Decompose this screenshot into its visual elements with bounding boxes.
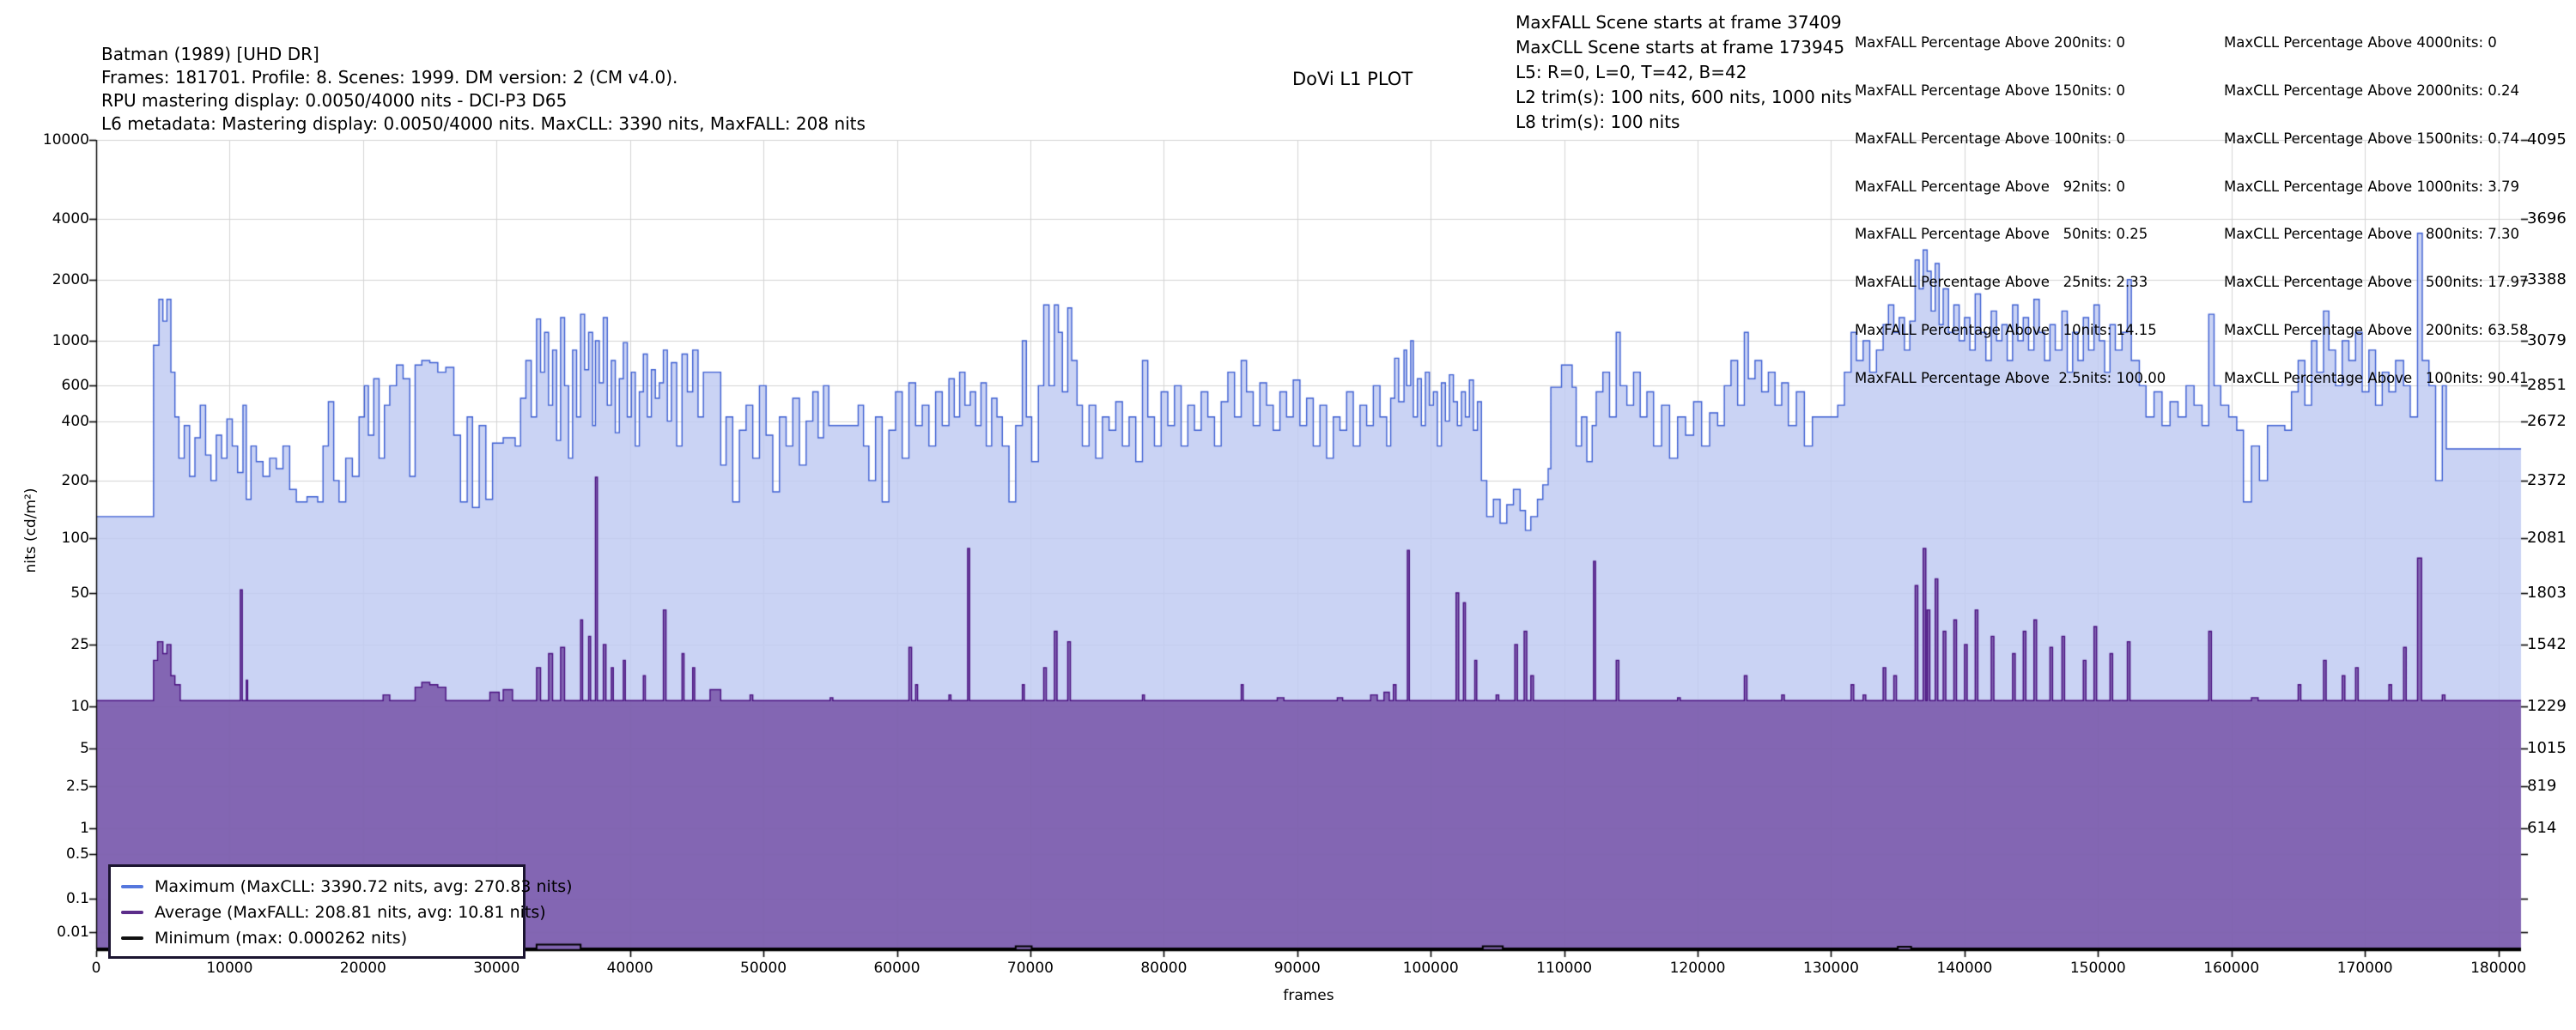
maxcll-scene-line: MaxCLL Scene starts at frame 173945 [1516,37,1845,58]
y-tick-label-right: 2672 [2527,411,2567,430]
stat-line: MaxCLL Percentage Above 2000nits: 0.24 [2224,82,2519,99]
stat-line: MaxCLL Percentage Above 1000nits: 3.79 [2224,178,2519,195]
stat-line: MaxFALL Percentage Above 2.5nits: 100.00 [1855,369,2166,386]
x-tick-label: 20000 [339,960,386,977]
legend-item-maximum: Maximum (MaxCLL: 3390.72 nits, avg: 270.… [121,874,573,900]
l5-offsets-line: L5: R=0, L=0, T=42, B=42 [1516,62,1747,82]
plot-title: DoVi L1 PLOT [1292,69,1413,89]
stat-line: MaxCLL Percentage Above 100nits: 90.41 [2224,369,2529,386]
y-tick-label-right: 3079 [2527,331,2567,350]
y-tick-label-right: 2372 [2527,470,2567,489]
y-tick-label-left: 100 [61,529,89,547]
average-line-swatch [121,911,143,914]
y-tick-label-left: 10 [70,698,89,716]
stat-line: MaxFALL Percentage Above 10nits: 14.15 [1855,321,2157,338]
y-tick-label-right: 1542 [2527,634,2567,653]
y-tick-label-left: 600 [61,377,89,395]
x-tick-label: 180000 [2470,960,2527,977]
x-tick-label: 50000 [740,960,787,977]
y-tick-label-left: 200 [61,471,89,489]
minimum-line-swatch [121,936,143,940]
x-tick-label: 110000 [1536,960,1593,977]
x-tick-label: 150000 [2069,960,2126,977]
x-tick-label: 40000 [606,960,653,977]
x-axis-title: frames [1283,987,1334,1004]
l2-trims-line: L2 trim(s): 100 nits, 600 nits, 1000 nit… [1516,87,1852,107]
y-tick-label-right: 1015 [2527,739,2567,758]
y-tick-label-left: 2.5 [65,777,89,795]
l8-trims-line: L8 trim(s): 100 nits [1516,112,1680,132]
stat-line: MaxFALL Percentage Above 100nits: 0 [1855,130,2125,147]
maxfall-percentages-block: MaxFALL Percentage Above 200nits: 0 MaxF… [1855,3,2166,418]
x-tick-label: 100000 [1402,960,1459,977]
y-tick-label-right: 3696 [2527,209,2567,227]
l6-metadata-line: L6 metadata: Mastering display: 0.0050/4… [101,113,866,134]
y-tick-label-right: 1229 [2527,697,2567,716]
x-tick-label: 90000 [1273,960,1321,977]
x-tick-label: 170000 [2336,960,2393,977]
y-tick-label-left: 2000 [52,270,89,288]
maxcll-percentages-block: MaxCLL Percentage Above 4000nits: 0 MaxC… [2224,3,2528,418]
y-tick-label-left: 0.1 [65,890,89,908]
maxfall-scene-line: MaxFALL Scene starts at frame 37409 [1516,12,1842,33]
y-tick-label-right: 3388 [2527,270,2567,288]
legend-label: Minimum (max: 0.000262 nits) [155,929,408,948]
movie-title: Batman (1989) [UHD DR] [101,44,319,64]
y-tick-label-left: 5 [80,740,89,758]
y-tick-label-left: 0.5 [65,845,89,863]
y-tick-label-left: 10000 [42,131,89,148]
y-tick-label-left: 1 [80,819,89,837]
y-tick-label-right: 614 [2527,818,2557,837]
y-tick-label-right: 2081 [2527,528,2567,547]
stat-line: MaxFALL Percentage Above 92nits: 0 [1855,178,2125,195]
stat-line: MaxFALL Percentage Above 50nits: 0.25 [1855,226,2148,243]
stat-line: MaxCLL Percentage Above 4000nits: 0 [2224,34,2497,52]
maximum-line-swatch [121,885,143,888]
rpu-summary-line: Frames: 181701. Profile: 8. Scenes: 1999… [101,67,678,88]
x-tick-label: 0 [91,960,101,977]
y-tick-label-left: 0.01 [57,923,89,941]
stat-line: MaxCLL Percentage Above 800nits: 7.30 [2224,226,2519,243]
x-tick-label: 120000 [1669,960,1726,977]
x-tick-label: 160000 [2203,960,2260,977]
x-tick-label: 70000 [1006,960,1054,977]
title-block: Batman (1989) [UHD DR] Frames: 181701. P… [101,43,866,136]
y-tick-label-left: 4000 [52,209,89,227]
stat-line: MaxFALL Percentage Above 150nits: 0 [1855,82,2125,99]
x-tick-label: 130000 [1803,960,1859,977]
y-tick-label-right: 819 [2527,776,2557,795]
stat-line: MaxCLL Percentage Above 200nits: 63.58 [2224,321,2529,338]
legend-label: Average (MaxFALL: 208.81 nits, avg: 10.8… [155,903,546,922]
y-tick-label-left: 50 [70,584,89,602]
stat-line: MaxCLL Percentage Above 500nits: 17.97 [2224,274,2529,291]
y-tick-label-right: 1803 [2527,583,2567,602]
mastering-display-line: RPU mastering display: 0.0050/4000 nits … [101,90,568,111]
y-tick-label-right: 4095 [2527,130,2567,148]
stat-line: MaxFALL Percentage Above 25nits: 2.33 [1855,274,2148,291]
scene-info-block: MaxFALL Scene starts at frame 37409 MaxC… [1516,10,1852,135]
y-tick-label-left: 1000 [52,332,89,350]
stat-line: MaxCLL Percentage Above 1500nits: 0.74 [2224,130,2519,147]
stat-line: MaxFALL Percentage Above 200nits: 0 [1855,34,2125,52]
x-tick-label: 10000 [206,960,253,977]
x-tick-label: 60000 [873,960,920,977]
y-tick-label-right: 2851 [2527,376,2567,395]
legend-label: Maximum (MaxCLL: 3390.72 nits, avg: 270.… [155,877,573,896]
legend-item-average: Average (MaxFALL: 208.81 nits, avg: 10.8… [121,900,546,925]
x-tick-label: 80000 [1140,960,1188,977]
y-tick-label-left: 400 [61,412,89,430]
legend-item-minimum: Minimum (max: 0.000262 nits) [121,925,523,951]
x-tick-label: 30000 [473,960,520,977]
y-tick-label-left: 25 [70,635,89,653]
x-tick-label: 140000 [1936,960,1993,977]
legend-box: Maximum (MaxCLL: 3390.72 nits, avg: 270.… [108,864,573,959]
